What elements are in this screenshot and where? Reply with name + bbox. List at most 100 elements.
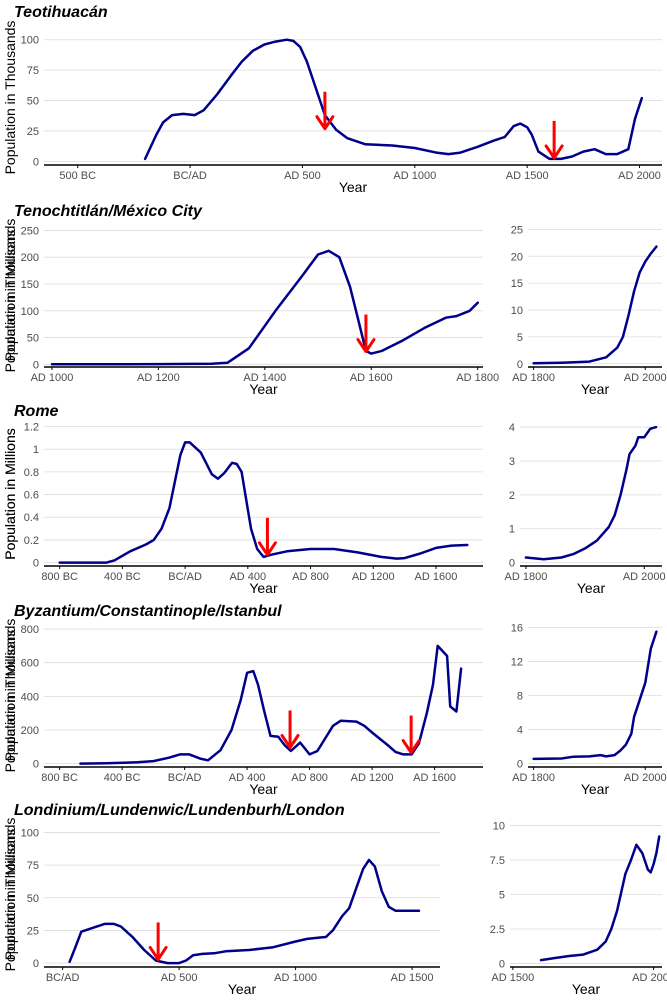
chart-istanbul: Byzantium/Constantinople/Istanbul 0 200 400… xyxy=(2,603,483,797)
x-tick-label: AD 1800 xyxy=(456,372,499,384)
x-axis-title: Year xyxy=(581,381,610,397)
x-tick-label: AD 2000 xyxy=(623,571,666,583)
y-tick-label: 0 xyxy=(517,759,523,771)
y-tick-label: 800 xyxy=(21,624,39,636)
x-tick-label: 500 BC xyxy=(59,170,96,182)
collapse-arrow-head xyxy=(401,739,421,755)
collapse-arrow xyxy=(401,715,421,755)
y-tick-label: 7.5 xyxy=(490,855,505,867)
y-tick-label: 75 xyxy=(27,860,39,872)
x-tick-label: AD 2000 xyxy=(632,972,667,984)
x-axis-title: Year xyxy=(581,781,610,797)
y-tick-label: 600 xyxy=(21,658,39,670)
x-tick-label: AD 1200 xyxy=(352,571,395,583)
y-tick-label: 0 xyxy=(499,959,505,971)
x-tick-label: AD 1800 xyxy=(512,372,555,384)
y-tick-label: 2.5 xyxy=(490,924,505,936)
x-tick-label: AD 1000 xyxy=(393,170,436,182)
x-tick-label: 400 BC xyxy=(104,571,141,583)
collapse-arrow-head xyxy=(315,115,335,131)
x-tick-label: AD 1800 xyxy=(512,772,555,784)
y-tick-label: 0 xyxy=(33,558,39,570)
population-series-line xyxy=(50,249,479,366)
chart-london-modern: 0 2.5 5 7.5 10 AD 1500 AD 2000 Year Population i… xyxy=(2,820,667,997)
y-tick-label: 0 xyxy=(33,156,39,168)
collapse-arrow-head xyxy=(280,733,300,749)
y-axis-title: Population in Millions xyxy=(2,829,18,961)
x-tick-label: BC/AD xyxy=(168,571,202,583)
x-tick-label: AD 1200 xyxy=(137,372,180,384)
y-tick-label: 50 xyxy=(27,893,39,905)
chart-rome-modern: 0 1 2 3 4 AD 1800 AD 2000 Year Population in Mil… xyxy=(2,422,666,596)
y-axis-title: Population in Millions xyxy=(2,428,18,560)
y-tick-label: 0.2 xyxy=(24,535,39,547)
y-tick-label: 250 xyxy=(21,225,39,237)
chart-title: Tenochtitlán/México City xyxy=(14,203,203,220)
x-tick-label: BC/AD xyxy=(173,170,207,182)
y-tick-label: 0 xyxy=(509,558,515,570)
x-tick-label: AD 1400 xyxy=(243,372,286,384)
x-axis-title: Year xyxy=(577,580,606,596)
y-tick-label: 0.6 xyxy=(24,490,39,502)
y-tick-label: 0 xyxy=(517,359,523,371)
y-tick-label: 100 xyxy=(21,306,39,318)
y-tick-label: 200 xyxy=(21,252,39,264)
collapse-arrow-head xyxy=(356,338,376,354)
chart-london: Londinium/Lundenwic/Lundenburh/London 0 25… xyxy=(2,802,440,997)
x-tick-label: AD 2000 xyxy=(624,372,667,384)
y-tick-label: 0 xyxy=(33,759,39,771)
y-tick-label: 10 xyxy=(493,820,505,832)
chart-mexico-modern: 0 5 10 15 20 25 AD 1800 AD 2000 Year Population i… xyxy=(2,224,667,397)
y-tick-label: 0 xyxy=(33,359,39,371)
y-tick-label: 25 xyxy=(511,224,523,236)
y-tick-label: 5 xyxy=(517,332,523,344)
chart-title: Byzantium/Constantinople/Istanbul xyxy=(14,603,282,620)
x-tick-label: 800 BC xyxy=(41,772,78,784)
x-tick-label: AD 2000 xyxy=(618,170,661,182)
y-tick-label: 8 xyxy=(517,691,523,703)
chart-teotihuacan: Teotihuacán 0 25 50 75 100 500 BC BC/AD AD 500 AD… xyxy=(2,4,662,195)
y-tick-label: 0.4 xyxy=(24,512,39,524)
x-axis-title: Year xyxy=(339,179,368,195)
x-tick-label: AD 1600 xyxy=(350,372,393,384)
y-tick-label: 25 xyxy=(27,925,39,937)
x-tick-label: AD 1500 xyxy=(506,170,549,182)
y-tick-label: 12 xyxy=(511,656,523,668)
x-tick-label: AD 1500 xyxy=(391,972,434,984)
population-series-line xyxy=(58,441,469,564)
chart-istanbul-modern: 0 4 8 12 16 AD 1800 AD 2000 Year Population in M… xyxy=(2,622,667,797)
population-series-line xyxy=(539,835,661,962)
y-tick-label: 1 xyxy=(33,444,39,456)
x-tick-label: AD 1200 xyxy=(351,772,394,784)
y-axis-title: Population in Thousands xyxy=(2,619,18,773)
y-tick-label: 16 xyxy=(511,622,523,634)
y-axis-title: Population in Thousands xyxy=(2,21,18,175)
x-tick-label: AD 500 xyxy=(161,972,198,984)
x-axis-title: Year xyxy=(249,381,278,397)
x-tick-label: AD 800 xyxy=(291,772,328,784)
y-tick-label: 0 xyxy=(33,958,39,970)
collapse-arrow xyxy=(315,91,335,131)
x-tick-label: AD 1000 xyxy=(31,372,74,384)
x-axis-title: Year xyxy=(572,981,601,997)
y-tick-label: 100 xyxy=(21,35,39,47)
population-series-line xyxy=(143,38,644,161)
chart-title: Teotihuacán xyxy=(14,4,108,21)
x-tick-label: AD 800 xyxy=(292,571,329,583)
x-tick-label: AD 400 xyxy=(229,571,266,583)
y-tick-label: 0.8 xyxy=(24,467,39,479)
chart-rome: Rome 0 0.2 0.4 0.6 0.8 1 1.2 800 BC 400 BC BC/AD AD… xyxy=(2,403,483,596)
collapse-arrow xyxy=(544,120,564,160)
x-axis-title: Year xyxy=(249,781,278,797)
y-tick-label: 200 xyxy=(21,725,39,737)
x-tick-label: AD 1600 xyxy=(413,772,456,784)
y-tick-label: 5 xyxy=(499,890,505,902)
y-axis-title: Population in Thousands xyxy=(2,219,18,373)
y-tick-label: 50 xyxy=(27,333,39,345)
y-tick-label: 2 xyxy=(509,490,515,502)
x-tick-label: AD 1800 xyxy=(505,571,548,583)
y-tick-label: 150 xyxy=(21,279,39,291)
population-series-line xyxy=(68,858,421,965)
y-tick-label: 15 xyxy=(511,278,523,290)
collapse-arrow-head xyxy=(257,541,277,557)
